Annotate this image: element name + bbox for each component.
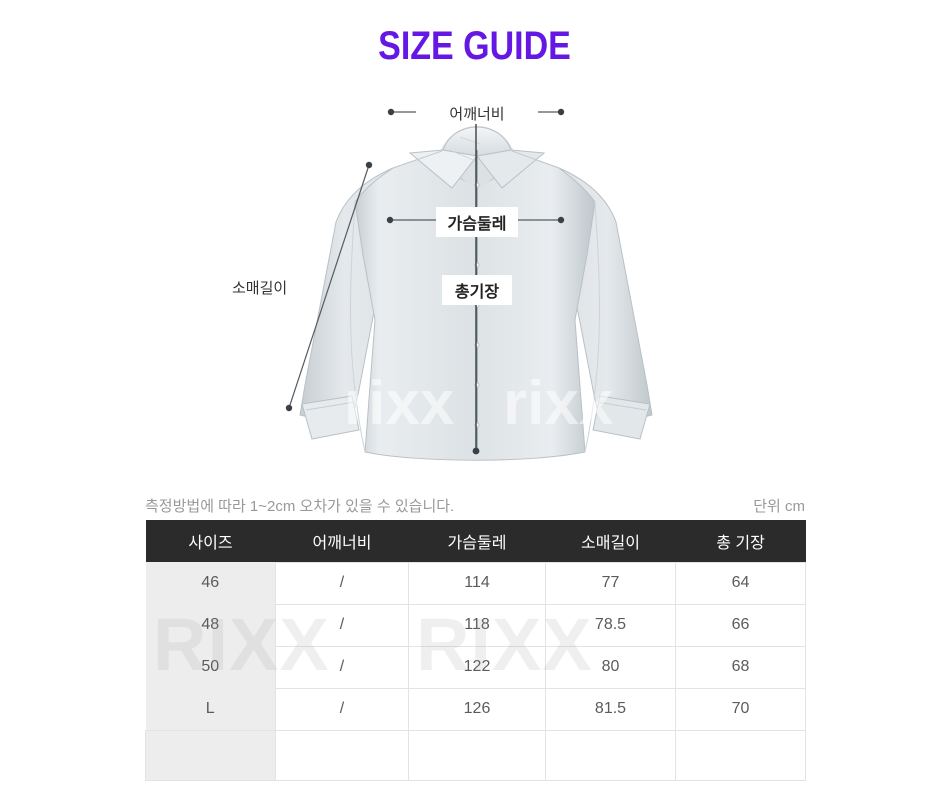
svg-text:rixx: rixx [503, 369, 614, 438]
svg-text:rixx: rixx [344, 369, 455, 438]
